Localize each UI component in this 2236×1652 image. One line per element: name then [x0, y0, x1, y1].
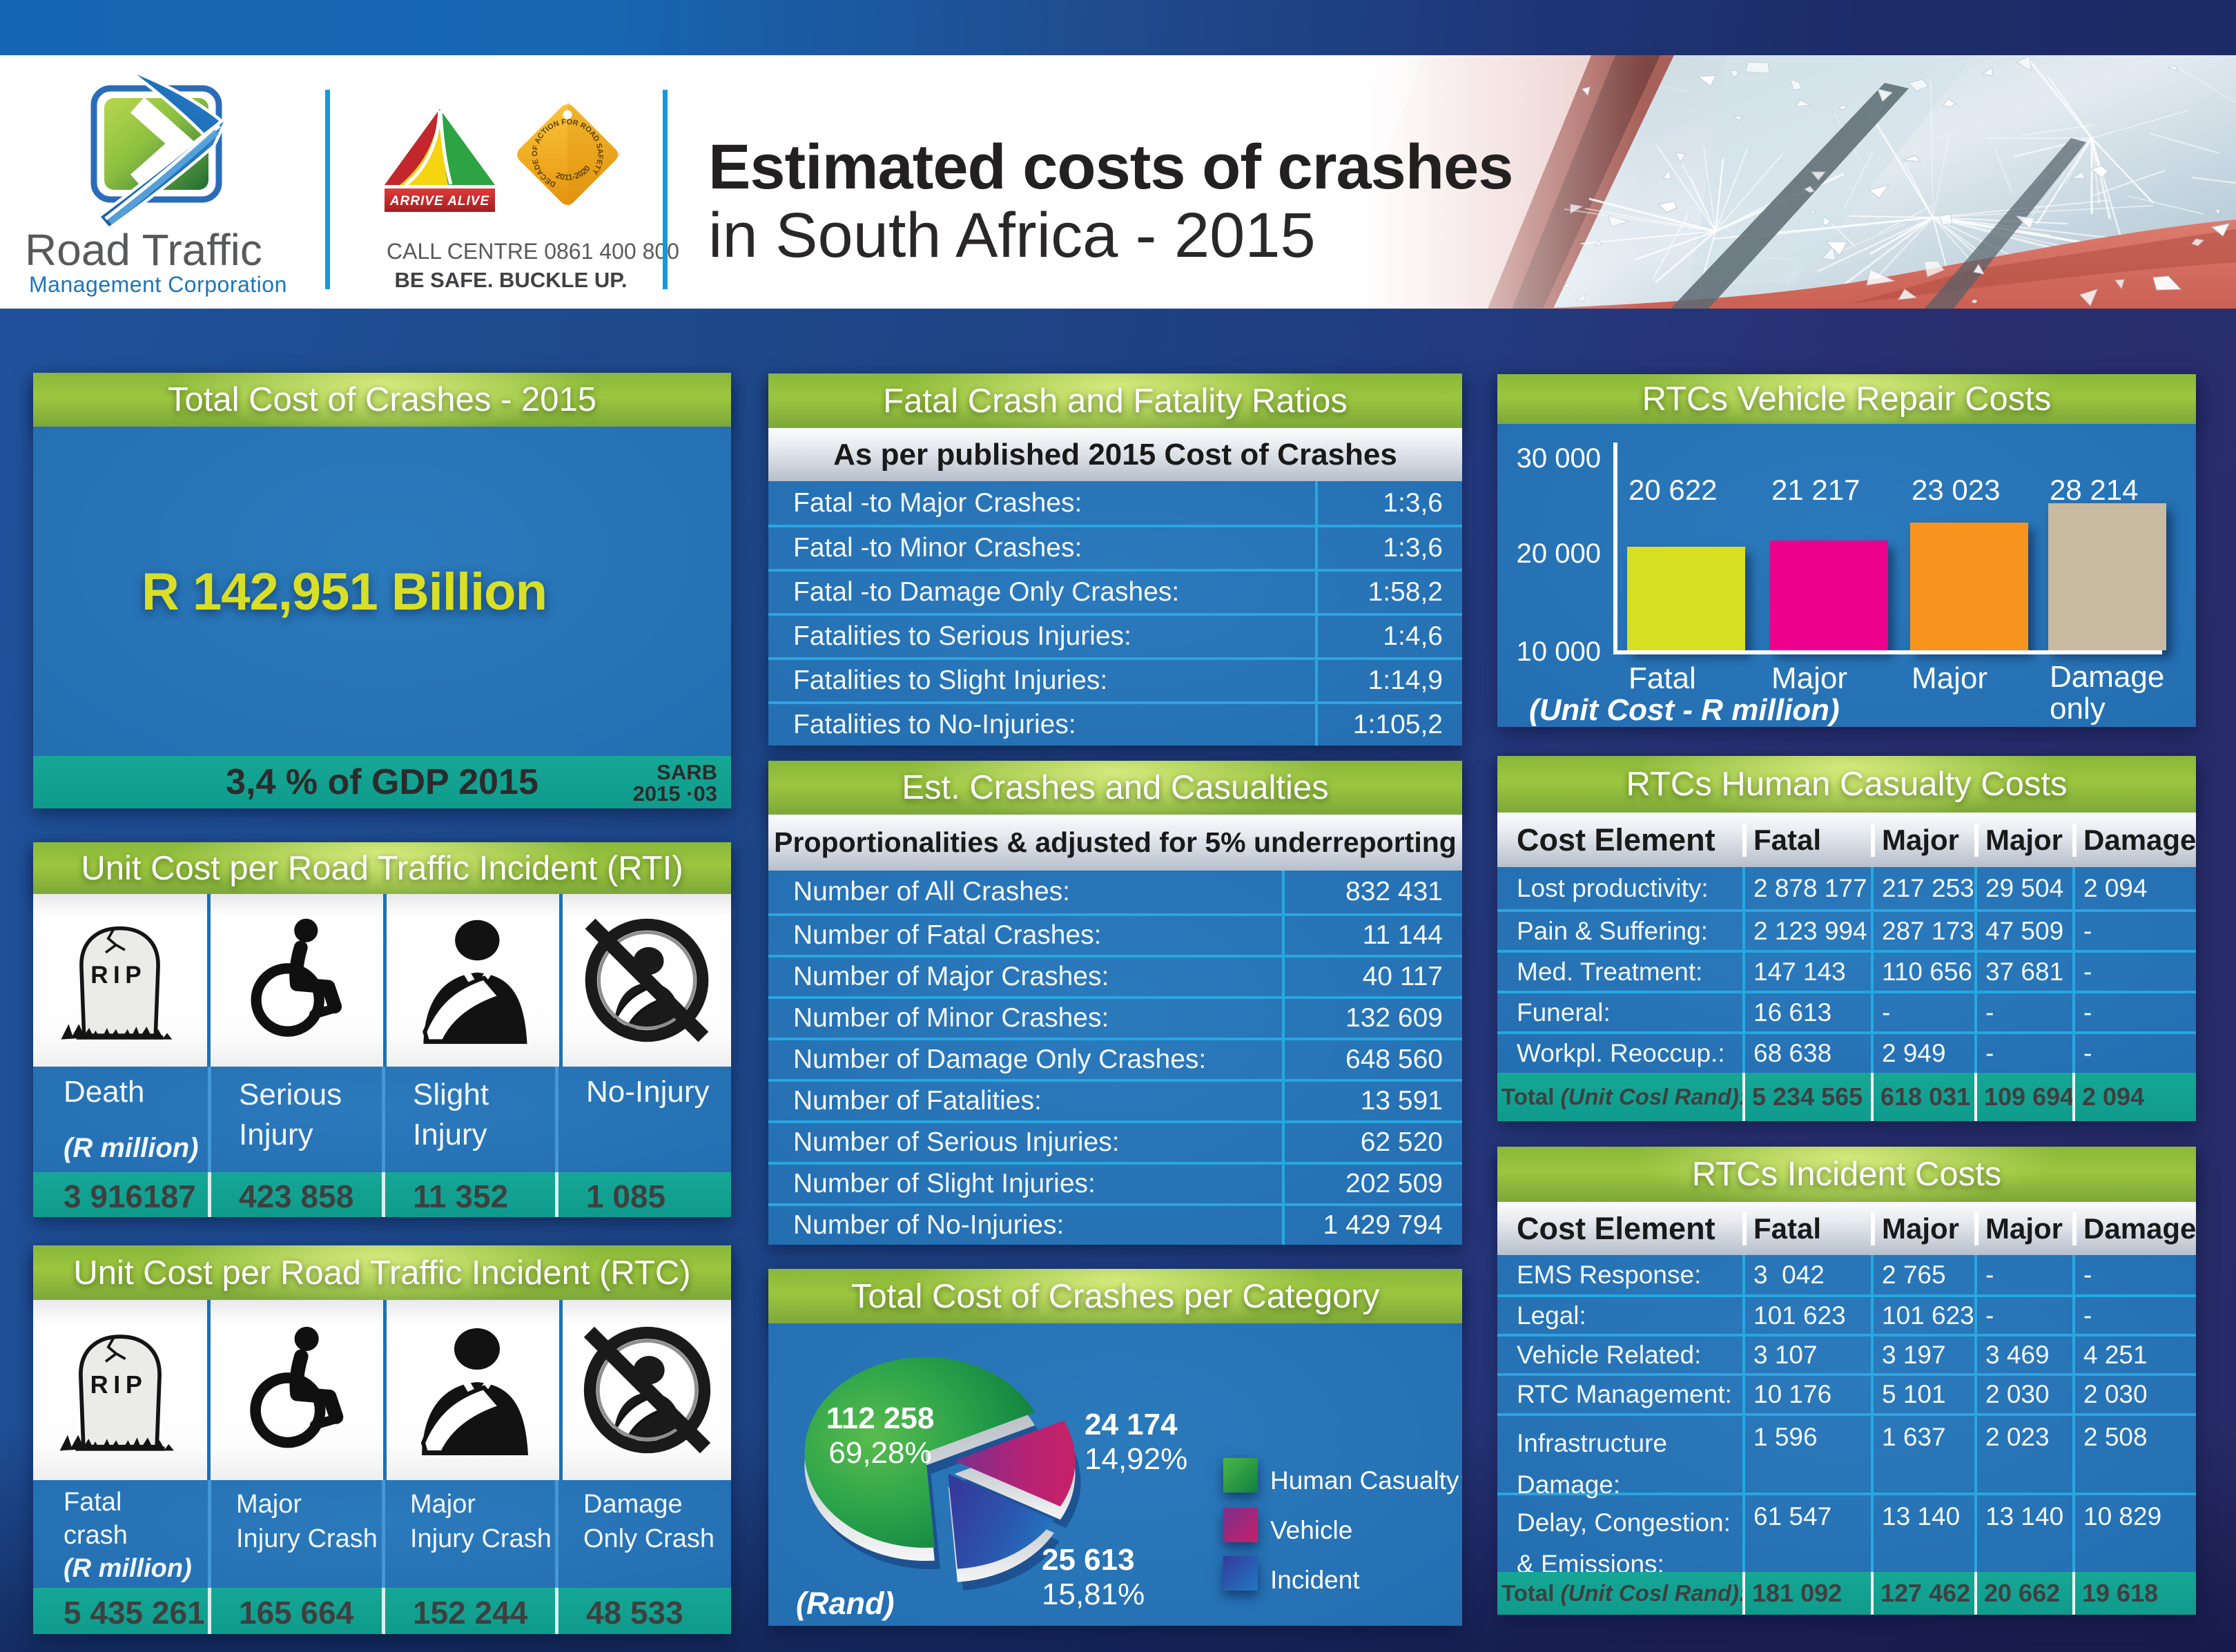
svg-text:ARRIVE ALIVE: ARRIVE ALIVE [389, 194, 490, 208]
